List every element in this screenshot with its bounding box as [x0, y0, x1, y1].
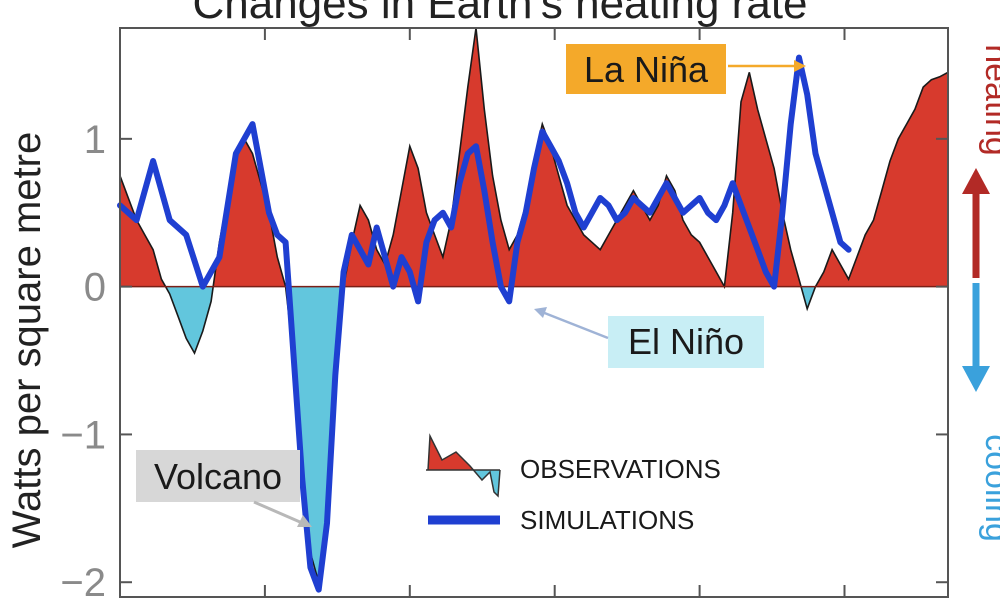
simulations-line-group: [117, 54, 852, 593]
heating-label: heating: [978, 44, 1000, 156]
y-axis-ticks: 1 0 −1 −2: [60, 118, 948, 605]
el-nino-label: El Niño: [628, 321, 744, 362]
legend-observations-swatch-cooling: [474, 470, 500, 496]
annotations-group: La Niña El Niño Volcano: [136, 44, 806, 527]
la-nina-arrow-head-icon: [794, 60, 806, 72]
volcano-label: Volcano: [154, 456, 282, 497]
la-nina-label: La Niña: [584, 49, 709, 90]
legend-observations-swatch-outline: [427, 433, 501, 498]
volcano-label-box: [136, 450, 300, 502]
volcano-annotation: Volcano: [136, 450, 312, 527]
el-nino-arrow: [541, 310, 609, 340]
simulations-line: [117, 54, 852, 593]
x-axis-ticks: [119, 28, 846, 597]
cooling-arrow-head-icon: [962, 366, 990, 392]
el-nino-label-box: [608, 316, 764, 368]
plot-frame: [119, 27, 949, 598]
plot-frame-group: [119, 27, 949, 598]
chart-title: Changes in Earth's heating rate: [192, 0, 807, 28]
observations-area-heating: [120, 28, 948, 287]
el-nino-annotation: El Niño: [534, 307, 764, 368]
y-axis-title: Watts per square metre: [5, 132, 49, 548]
observations-area-cooling: [165, 286, 816, 583]
legend-observations-swatch-heating: [428, 436, 474, 470]
legend: OBSERVATIONS SIMULATIONS: [426, 433, 721, 535]
legend-observations-label: OBSERVATIONS: [520, 454, 721, 484]
heating-cooling-indicator: heating cooling: [962, 44, 1000, 542]
el-nino-arrow-head-icon: [534, 307, 547, 318]
volcano-arrow-head-icon: [297, 515, 312, 527]
la-nina-annotation: La Niña: [566, 44, 806, 94]
y-tick-label: −1: [60, 413, 106, 457]
y-tick-label: 1: [84, 118, 106, 162]
y-tick-label: −2: [60, 561, 106, 605]
y-tick-label: 0: [84, 266, 106, 310]
volcano-arrow: [253, 500, 301, 524]
cooling-label: cooling: [978, 434, 1000, 542]
heating-arrow-head-icon: [962, 168, 990, 194]
legend-simulations-label: SIMULATIONS: [520, 505, 694, 535]
la-nina-label-box: [566, 44, 726, 94]
